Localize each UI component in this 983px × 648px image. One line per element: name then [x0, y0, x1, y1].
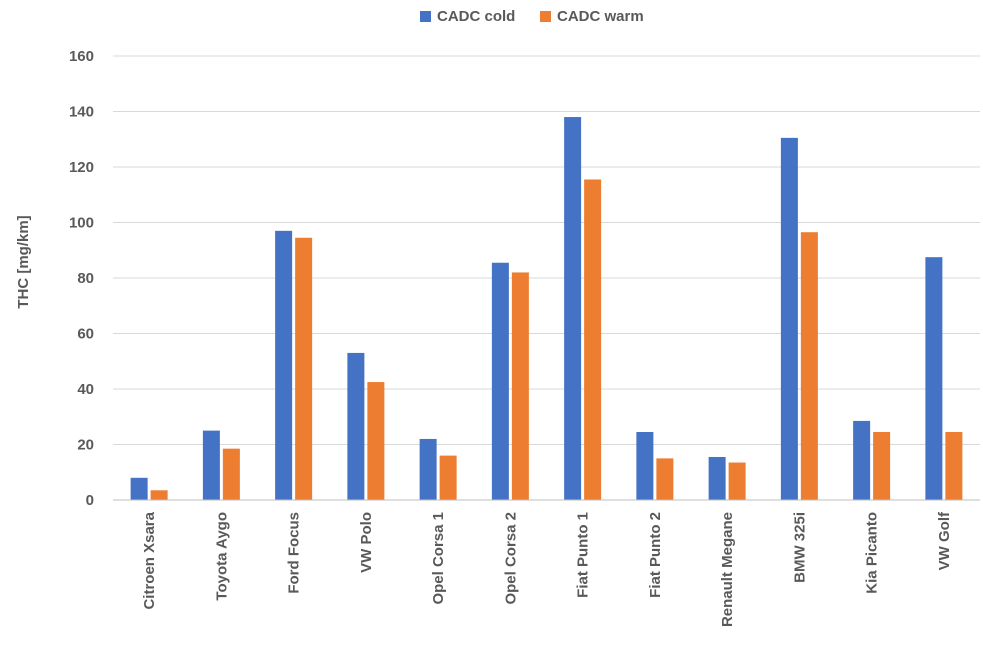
bar-cadc-warm-bmw-325i	[800, 232, 818, 500]
bar-cadc-cold-citroen-xsara	[130, 477, 148, 500]
bar-cadc-warm-citroen-xsara	[150, 490, 168, 500]
bar-cadc-warm-opel-corsa-1	[439, 455, 457, 500]
x-tick-label: Citroen Xsara	[141, 511, 158, 609]
y-tick-label: 140	[69, 104, 94, 121]
bar-cadc-cold-vw-golf	[925, 257, 943, 500]
bar-cadc-warm-toyota-aygo	[222, 448, 240, 500]
bar-cadc-cold-renault-megane	[708, 456, 726, 500]
bar-cadc-cold-fiat-punto-2	[636, 432, 654, 500]
bar-cadc-cold-opel-corsa-2	[491, 262, 509, 500]
bar-cadc-warm-ford-focus	[295, 237, 313, 500]
bar-cadc-warm-vw-golf	[945, 432, 963, 500]
legend: CADC cold CADC warm	[420, 8, 644, 25]
bar-cadc-warm-renault-megane	[728, 462, 746, 500]
bar-cadc-warm-vw-polo	[367, 382, 385, 500]
x-tick-label: Fiat Punto 2	[647, 512, 664, 598]
legend-swatch-cadc-warm	[540, 11, 551, 22]
x-tick-label: Renault Megane	[719, 512, 736, 627]
y-tick-label: 60	[77, 326, 94, 343]
gridlines	[113, 55, 980, 445]
x-tick-label: Fiat Punto 1	[575, 512, 592, 598]
bar-cadc-warm-kia-picanto	[873, 432, 891, 500]
x-tick-label: Opel Corsa 2	[502, 512, 519, 605]
y-tick-label: 80	[77, 270, 94, 287]
x-axis-ticks: Citroen Xsara Toyota Aygo Ford Focus VW Pol…	[141, 511, 953, 627]
x-tick-label: VW Golf	[936, 511, 953, 570]
bar-cadc-warm-opel-corsa-2	[511, 272, 529, 500]
bar-cadc-cold-bmw-325i	[780, 137, 798, 501]
bar-cadc-cold-toyota-aygo	[202, 430, 220, 500]
bars	[130, 117, 963, 501]
bar-cadc-cold-opel-corsa-1	[419, 438, 437, 500]
x-tick-label: Ford Focus	[286, 512, 303, 594]
y-tick-label: 0	[86, 492, 94, 509]
x-tick-label: Toyota Aygo	[213, 512, 230, 601]
x-tick-label: VW Polo	[358, 512, 375, 573]
y-tick-label: 120	[69, 159, 94, 176]
legend-label: CADC cold	[437, 8, 515, 25]
bar-cadc-warm-fiat-punto-1	[584, 179, 602, 501]
bar-cadc-cold-kia-picanto	[853, 420, 871, 500]
legend-label: CADC warm	[557, 8, 644, 25]
legend-swatch-cadc-cold	[420, 11, 431, 22]
x-tick-label: BMW 325i	[791, 512, 808, 583]
y-tick-label: 40	[77, 381, 94, 398]
bar-cadc-warm-fiat-punto-2	[656, 458, 674, 500]
y-tick-label: 100	[69, 215, 94, 232]
y-axis-title: THC [mg/km]	[15, 215, 32, 308]
y-axis-ticks: 0 20 40 60 80 100 120 140 160	[69, 48, 94, 509]
bar-cadc-cold-fiat-punto-1	[564, 117, 582, 501]
y-tick-label: 160	[69, 48, 94, 65]
x-tick-label: Kia Picanto	[864, 512, 881, 594]
bar-cadc-cold-ford-focus	[275, 230, 293, 500]
bar-cadc-cold-vw-polo	[347, 352, 365, 500]
x-tick-label: Opel Corsa 1	[430, 512, 447, 605]
y-tick-label: 20	[77, 437, 94, 454]
